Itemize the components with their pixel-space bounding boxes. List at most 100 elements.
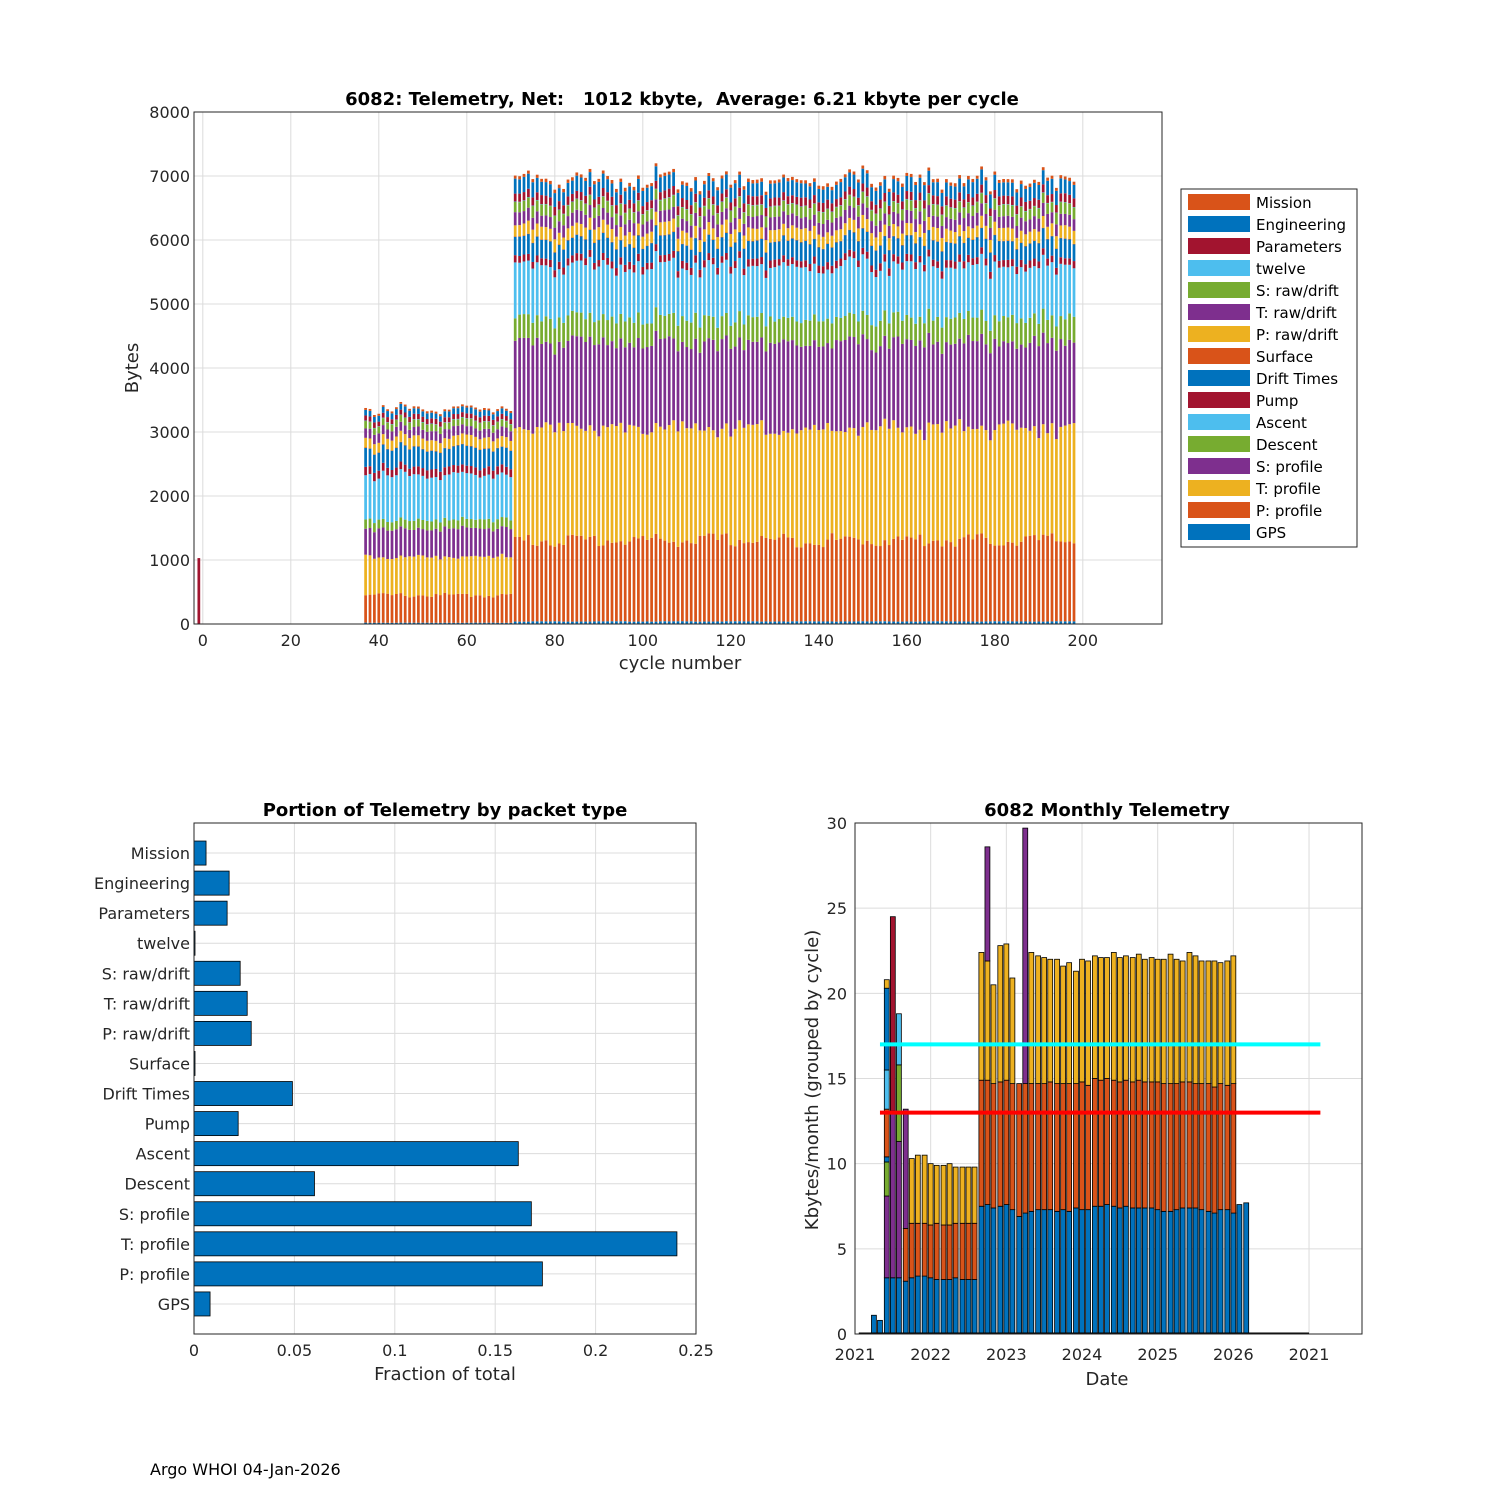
bar-segment — [1059, 541, 1063, 622]
bar-segment — [597, 204, 601, 216]
bar-segment — [755, 424, 759, 542]
bar-segment — [417, 426, 420, 436]
bar-segment — [531, 242, 535, 244]
bar-segment — [940, 189, 944, 193]
bar-segment — [742, 248, 746, 269]
bar-segment — [962, 183, 966, 187]
bar-segment — [1230, 955, 1237, 1085]
bar-segment — [557, 341, 561, 423]
bar-segment — [1072, 184, 1076, 199]
bar-segment — [909, 254, 913, 262]
bar-segment — [747, 227, 750, 241]
bar-segment — [1037, 268, 1041, 324]
bar-segment — [601, 173, 605, 188]
bar-segment — [1015, 323, 1019, 349]
bar-segment — [430, 622, 433, 624]
bar-segment — [1019, 206, 1023, 218]
bar-cycle-178 — [984, 177, 988, 624]
bar-segment — [601, 219, 605, 233]
bar-segment — [483, 409, 486, 416]
bar-segment — [883, 1195, 890, 1279]
bar-segment — [777, 265, 781, 320]
bar-segment — [659, 199, 662, 201]
bar-segment — [571, 310, 574, 336]
bar-segment — [505, 527, 508, 558]
bar-segment — [487, 448, 491, 449]
bar-segment — [936, 540, 939, 622]
bar-segment — [535, 236, 539, 237]
month-bar — [1217, 962, 1224, 1335]
bar-segment — [764, 216, 768, 228]
bar-segment — [584, 203, 587, 205]
bar-segment — [799, 197, 803, 207]
bar-segment — [645, 245, 649, 263]
bar-segment — [738, 207, 741, 219]
bar-segment — [518, 193, 521, 202]
bar-segment — [1041, 534, 1045, 622]
bar-segment — [681, 244, 684, 261]
bar-segment — [659, 222, 662, 236]
bar-segment — [623, 246, 627, 265]
bar-segment — [364, 428, 367, 438]
bar-segment — [817, 346, 821, 430]
bar-segment — [1050, 236, 1054, 256]
bar-segment — [588, 256, 592, 313]
bar-segment — [826, 318, 829, 344]
bar-cycle-38 — [368, 408, 372, 624]
bar-segment — [535, 621, 539, 624]
bar-segment — [1015, 192, 1019, 206]
bar-segment — [980, 169, 983, 185]
bar-segment — [395, 436, 398, 448]
bar-segment — [509, 557, 513, 594]
bar-segment — [1059, 178, 1063, 194]
bar-segment — [817, 429, 821, 545]
bar-segment — [1055, 267, 1058, 275]
bar-segment — [461, 417, 464, 425]
bar-segment — [505, 437, 508, 448]
bar-segment — [513, 201, 517, 213]
bar-segment — [769, 267, 772, 317]
bar-segment — [804, 543, 807, 622]
bar-segment — [967, 254, 970, 263]
bar-segment — [896, 1141, 902, 1279]
bar-segment — [716, 539, 719, 622]
bar-cycle-150 — [861, 165, 865, 624]
bar-segment — [703, 535, 706, 622]
bar-segment — [403, 425, 407, 435]
bar-segment — [694, 338, 697, 424]
bar-segment — [953, 425, 957, 547]
bar-segment — [711, 239, 715, 240]
bar-segment — [663, 540, 667, 622]
bar-segment — [980, 253, 983, 310]
bar-segment — [958, 621, 961, 624]
bar-segment — [971, 264, 975, 318]
bar-segment — [927, 170, 931, 186]
bar-segment — [452, 472, 455, 520]
bar-segment — [1046, 319, 1049, 344]
bar-cycle-98 — [632, 186, 636, 624]
bar-segment — [738, 232, 741, 252]
bar-segment — [949, 198, 953, 208]
bar-segment — [953, 186, 957, 200]
bar-segment — [791, 203, 794, 214]
bar-segment — [381, 527, 385, 558]
bar-segment — [769, 217, 772, 231]
bar-segment — [637, 235, 640, 254]
bar-segment — [777, 621, 781, 624]
bar-segment — [461, 406, 464, 413]
bar-segment — [623, 246, 627, 248]
bar-segment — [848, 205, 851, 218]
bar-segment — [579, 223, 583, 236]
bar-segment — [791, 238, 794, 258]
bar-segment — [377, 519, 381, 529]
bar-segment — [791, 195, 794, 204]
bar-segment — [945, 540, 948, 622]
bar-cycle-69 — [505, 408, 508, 624]
bar-segment — [1198, 960, 1205, 1085]
bar-segment — [918, 200, 922, 212]
bar-segment — [764, 326, 768, 352]
bar-segment — [676, 621, 680, 624]
bar-segment — [799, 267, 803, 324]
bar-segment — [491, 478, 495, 523]
bar-segment — [1063, 193, 1067, 203]
